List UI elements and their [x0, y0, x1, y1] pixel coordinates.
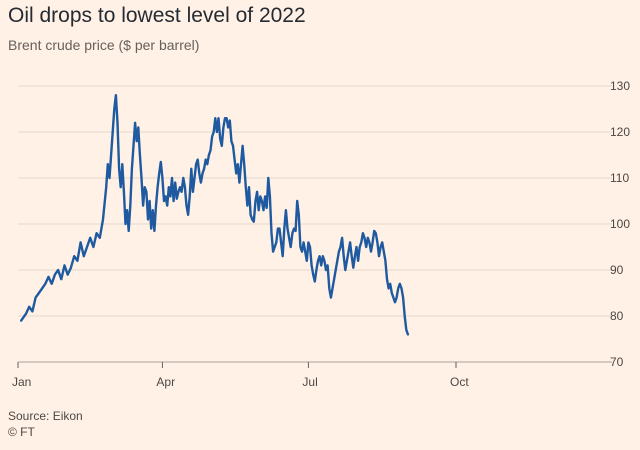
chart-title: Oil drops to lowest level of 2022 — [8, 4, 306, 27]
series-line-brent-crude — [20, 94, 410, 336]
y-tick-label: 80 — [610, 309, 624, 323]
y-tick-label: 120 — [610, 125, 630, 139]
x-axis: Jan Apr Jul Oct — [12, 362, 469, 389]
gridlines — [18, 85, 612, 363]
y-tick-label: 110 — [610, 171, 629, 185]
x-tick-label: Oct — [450, 375, 469, 389]
x-tick-label: Apr — [156, 375, 175, 389]
y-tick-label: 90 — [610, 263, 624, 277]
source-note: Source: Eikon — [8, 409, 83, 423]
series-layer — [20, 94, 410, 336]
ft-credit: © FT — [8, 425, 35, 439]
x-tick-label: Jan — [12, 375, 31, 389]
y-tick-label: 130 — [610, 79, 630, 93]
y-axis: 70 80 90 100 110 120 130 — [610, 79, 630, 369]
x-tick-label: Jul — [302, 375, 317, 389]
y-tick-label: 100 — [610, 217, 630, 231]
y-tick-label: 70 — [610, 355, 624, 369]
chart-subtitle: Brent crude price ($ per barrel) — [8, 37, 200, 53]
chart-footer: Source: Eikon © FT — [8, 408, 83, 440]
